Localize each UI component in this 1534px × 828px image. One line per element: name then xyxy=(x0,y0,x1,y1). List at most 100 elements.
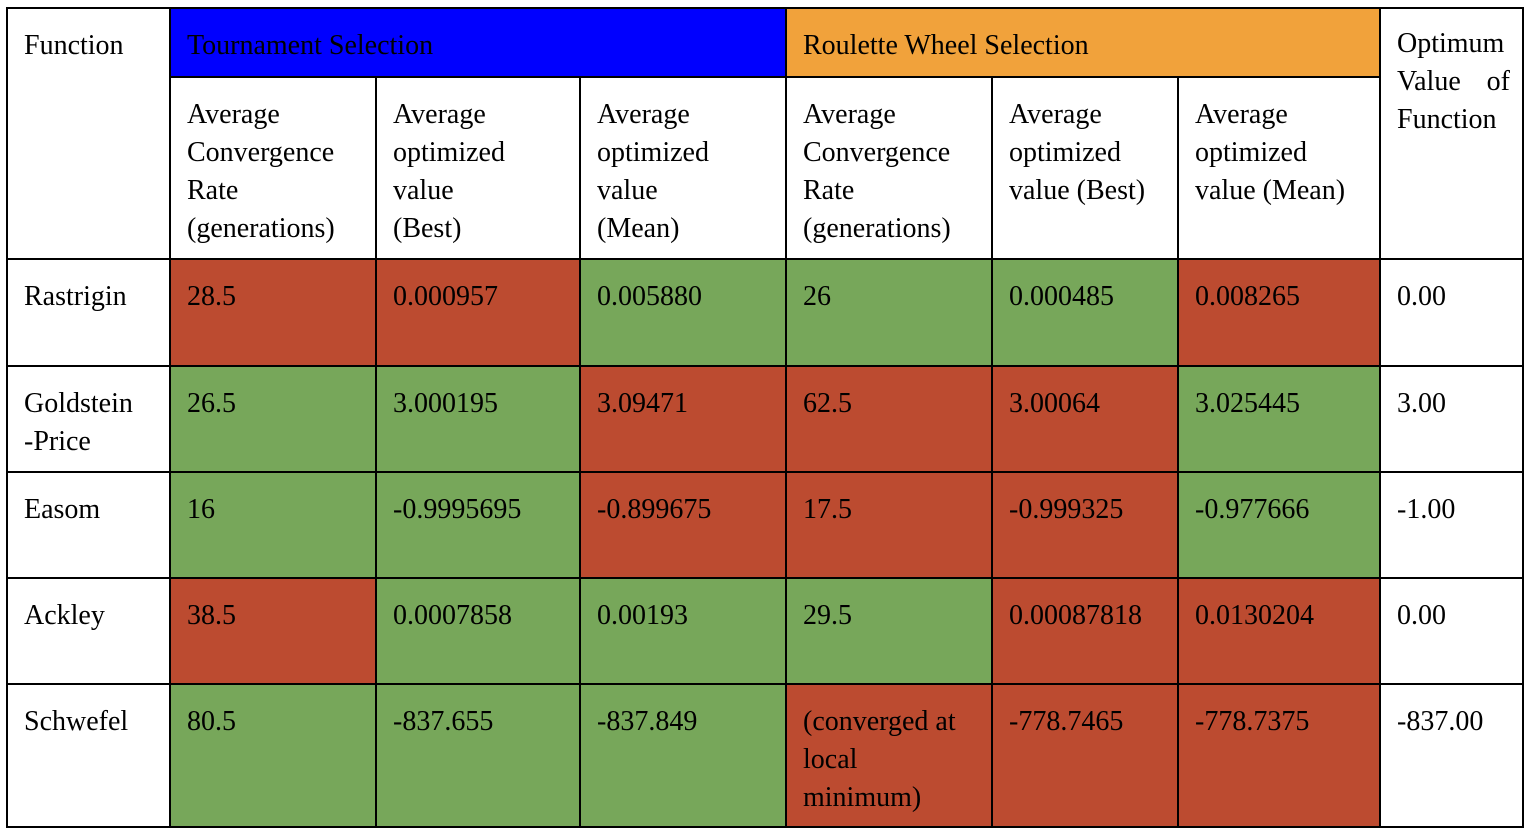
t-best-header-line: value xyxy=(393,175,454,206)
function-header-label: Function xyxy=(24,30,124,61)
t-conv-header: Average Convergence Rate (generations) xyxy=(169,76,377,260)
r-conv-value: local xyxy=(803,744,858,775)
r-best-header-line: value (Best) xyxy=(1009,175,1146,206)
optimum-value-header: Optimum Value of Function xyxy=(1379,7,1524,260)
t-conv-header-line: (generations) xyxy=(187,213,335,244)
t-best-header-line: optimized xyxy=(393,137,505,168)
r-best-value: -0.999325 xyxy=(1009,494,1124,525)
optimum-value-cell: 3.00 xyxy=(1379,365,1524,473)
r-mean-value: 0.008265 xyxy=(1195,281,1300,312)
t-mean-header: Average optimized value (Mean) xyxy=(579,76,787,260)
t-mean-value: -837.849 xyxy=(597,706,698,737)
t-conv-header-line: Convergence xyxy=(187,137,335,168)
table-row: Rastrigin 28.5 0.000957 0.005880 26 0.000485 0… xyxy=(6,258,1524,367)
r-best-cell: -0.999325 xyxy=(991,471,1179,579)
t-best-value: 0.000957 xyxy=(393,281,498,312)
r-conv-cell: 17.5 xyxy=(785,471,993,579)
t-best-header-line: Average xyxy=(393,99,486,130)
t-mean-cell: -837.849 xyxy=(579,683,787,828)
r-mean-header-line: optimized xyxy=(1195,137,1307,168)
tournament-selection-label: Tournament Selection xyxy=(187,30,434,61)
table-row: Goldstein -Price 26.5 3.000195 3.09471 62.5 3.… xyxy=(6,365,1524,473)
t-best-cell: 3.000195 xyxy=(375,365,581,473)
t-best-cell: -837.655 xyxy=(375,683,581,828)
r-best-header-line: Average xyxy=(1009,99,1102,130)
t-conv-cell: 16 xyxy=(169,471,377,579)
optimum-value: 0.00 xyxy=(1397,281,1446,312)
r-conv-cell: 29.5 xyxy=(785,577,993,685)
r-conv-cell: (converged at local minimum) xyxy=(785,683,993,828)
t-mean-cell: 3.09471 xyxy=(579,365,787,473)
t-mean-value: 0.00193 xyxy=(597,600,688,631)
t-mean-header-line: Average xyxy=(597,99,690,130)
t-mean-header-line: value xyxy=(597,175,658,206)
t-best-value: -837.655 xyxy=(393,706,494,737)
r-conv-header-line: Rate xyxy=(803,175,855,206)
r-conv-value: 62.5 xyxy=(803,388,852,419)
header-row-metrics: Average Convergence Rate (generations) Aver… xyxy=(7,76,1523,260)
r-conv-header-line: Average xyxy=(803,99,896,130)
optimum-value: -1.00 xyxy=(1397,494,1456,525)
r-mean-cell: -778.7375 xyxy=(1177,683,1381,828)
r-conv-header-line: Convergence xyxy=(803,137,951,168)
data-rows: Rastrigin 28.5 0.000957 0.005880 26 0.000485 0… xyxy=(6,258,1524,828)
t-best-value: -0.9995695 xyxy=(393,494,522,525)
t-mean-value: 3.09471 xyxy=(597,388,688,419)
function-name: Ackley xyxy=(24,600,105,631)
optimum-header-line-2: Value of xyxy=(1397,66,1510,97)
t-conv-cell: 28.5 xyxy=(169,258,377,367)
r-conv-value: minimum) xyxy=(803,782,922,813)
t-mean-header-line: (Mean) xyxy=(597,213,680,244)
t-conv-value: 16 xyxy=(187,494,215,525)
optimum-value-cell: -1.00 xyxy=(1379,471,1524,579)
r-conv-value: 17.5 xyxy=(803,494,852,525)
r-mean-header-line: Average xyxy=(1195,99,1288,130)
t-best-header: Average optimized value (Best) xyxy=(375,76,581,260)
r-conv-header: Average Convergence Rate (generations) xyxy=(785,76,993,260)
t-conv-cell: 26.5 xyxy=(169,365,377,473)
r-mean-value: -0.977666 xyxy=(1195,494,1310,525)
optimum-value: 0.00 xyxy=(1397,600,1446,631)
optimum-header-line-1: Optimum xyxy=(1397,28,1505,59)
optimum-value-cell: -837.00 xyxy=(1379,683,1524,828)
optimum-value-cell: 0.00 xyxy=(1379,258,1524,367)
t-mean-header-line: optimized xyxy=(597,137,709,168)
r-mean-cell: -0.977666 xyxy=(1177,471,1381,579)
r-conv-value: 26 xyxy=(803,281,831,312)
r-mean-cell: 3.025445 xyxy=(1177,365,1381,473)
r-conv-value: (converged at xyxy=(803,706,956,737)
t-conv-value: 38.5 xyxy=(187,600,236,631)
t-conv-cell: 38.5 xyxy=(169,577,377,685)
t-best-value: 3.000195 xyxy=(393,388,498,419)
t-best-cell: 0.000957 xyxy=(375,258,581,367)
r-conv-header-line: (generations) xyxy=(803,213,951,244)
r-mean-cell: 0.0130204 xyxy=(1177,577,1381,685)
t-best-cell: 0.0007858 xyxy=(375,577,581,685)
r-mean-header: Average optimized value (Mean) xyxy=(1177,76,1381,260)
function-name: -Price xyxy=(24,426,91,457)
t-mean-value: -0.899675 xyxy=(597,494,712,525)
function-name-cell: Schwefel xyxy=(6,683,171,828)
function-name-cell: Rastrigin xyxy=(6,258,171,367)
r-best-header: Average optimized value (Best) xyxy=(991,76,1179,260)
r-mean-cell: 0.008265 xyxy=(1177,258,1381,367)
r-best-cell: 0.00087818 xyxy=(991,577,1179,685)
table-row: Easom 16 -0.9995695 -0.899675 17.5 -0.999325 -… xyxy=(6,471,1524,579)
r-best-value: -778.7465 xyxy=(1009,706,1124,737)
t-conv-value: 80.5 xyxy=(187,706,236,737)
r-conv-value: 29.5 xyxy=(803,600,852,631)
function-name: Schwefel xyxy=(24,706,129,737)
optimum-header-line-3: Function xyxy=(1397,104,1497,135)
t-conv-header-line: Rate xyxy=(187,175,239,206)
r-conv-cell: 62.5 xyxy=(785,365,993,473)
optimum-value-cell: 0.00 xyxy=(1379,577,1524,685)
optimum-value: -837.00 xyxy=(1397,706,1484,737)
roulette-wheel-selection-label: Roulette Wheel Selection xyxy=(803,30,1089,61)
function-name-cell: Goldstein -Price xyxy=(6,365,171,473)
r-best-value: 0.00087818 xyxy=(1009,600,1142,631)
comparison-table: Function Tournament Selection Roulette W… xyxy=(6,7,1524,828)
header-row-groups: Function Tournament Selection Roulette W… xyxy=(6,7,1524,260)
table-row: Schwefel 80.5 -837.655 -837.849 (converged a… xyxy=(6,683,1524,828)
r-mean-value: -778.7375 xyxy=(1195,706,1310,737)
roulette-wheel-selection-header: Roulette Wheel Selection xyxy=(785,7,1381,78)
